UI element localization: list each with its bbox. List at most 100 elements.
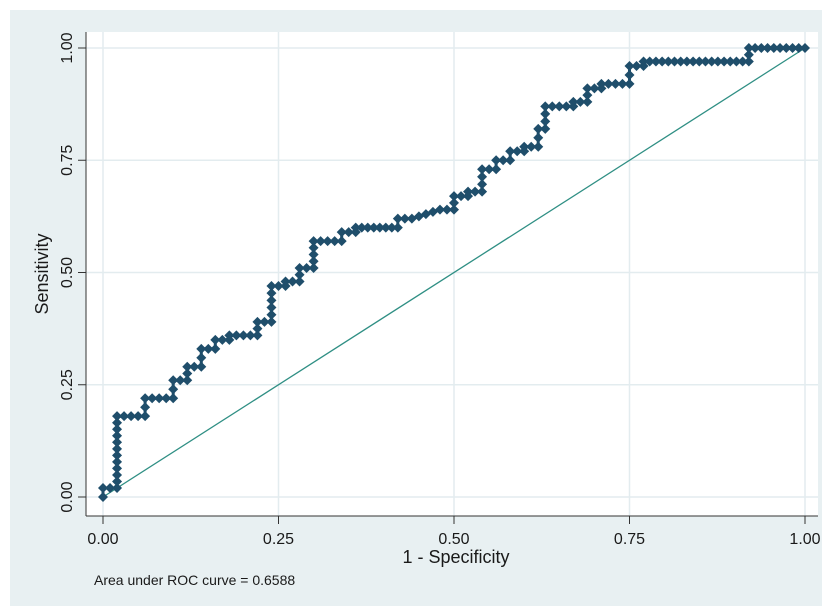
y-tick-label: 0.75: [59, 145, 76, 176]
roc-point: [793, 43, 804, 53]
roc-point: [781, 43, 792, 53]
roc-point: [336, 236, 347, 247]
axes: [78, 32, 818, 524]
auc-note: Area under ROC curve = 0.6588: [94, 572, 295, 588]
roc-point: [675, 56, 686, 67]
y-tick-label: 1.00: [59, 32, 76, 63]
roc-point: [356, 222, 367, 233]
roc-point: [182, 368, 193, 379]
roc-point: [266, 280, 277, 291]
roc-point: [737, 56, 748, 67]
roc-point: [210, 343, 221, 354]
roc-point: [336, 227, 347, 238]
roc-point: [575, 96, 586, 107]
roc-point: [540, 123, 551, 134]
roc-point: [133, 411, 144, 422]
roc-point: [547, 101, 558, 112]
roc-point: [266, 316, 277, 327]
roc-point: [719, 56, 730, 67]
roc-point: [350, 222, 361, 233]
roc-point: [259, 316, 270, 327]
roc-point: [624, 78, 635, 89]
roc-point: [301, 263, 312, 274]
roc-point: [168, 384, 179, 395]
y-tick-label: 0.50: [59, 257, 76, 288]
roc-point: [308, 263, 319, 274]
reference-line-layer: [102, 47, 806, 498]
roc-point: [252, 330, 263, 341]
roc-point: [775, 43, 786, 53]
roc-point: [762, 43, 773, 53]
roc-point: [700, 56, 711, 67]
roc-point: [449, 197, 459, 208]
roc-point: [368, 222, 379, 233]
roc-point: [743, 56, 754, 67]
roc-point: [688, 56, 699, 67]
tick-labels: 0.00 0.25 0.50 0.75 1.00 0.00 0.25 0.50 0.75 1.00: [59, 32, 821, 548]
roc-point: [362, 222, 373, 233]
roc-point: [147, 393, 158, 404]
roc-point: [631, 60, 642, 71]
roc-point: [238, 330, 249, 341]
roc-point: [624, 60, 635, 71]
roc-point: [399, 213, 410, 224]
roc-point: [140, 411, 151, 422]
roc-point: [294, 276, 305, 287]
roc-point: [561, 101, 572, 112]
reference-line: [102, 47, 806, 498]
roc-point: [731, 56, 742, 67]
roc-point: [329, 236, 340, 247]
roc-point: [533, 141, 544, 152]
roc-point: [463, 186, 474, 197]
roc-point: [712, 56, 723, 67]
roc-point: [168, 393, 179, 404]
roc-point: [477, 164, 488, 175]
roc-point: [161, 393, 172, 404]
roc-point: [498, 155, 509, 166]
roc-point: [519, 141, 530, 152]
roc-point: [112, 411, 123, 422]
roc-point: [126, 411, 137, 422]
roc-point: [119, 411, 130, 422]
roc-point: [449, 204, 459, 215]
roc-point: [787, 43, 798, 53]
y-axis-label: Sensitivity: [32, 233, 52, 314]
roc-point: [112, 450, 123, 461]
roc-point: [112, 476, 123, 487]
roc-point: [449, 191, 459, 202]
x-tick-label: 0.25: [263, 531, 294, 548]
roc-point: [112, 417, 123, 428]
roc-point: [392, 213, 403, 224]
grid: [86, 32, 818, 516]
roc-point: [294, 269, 305, 280]
y-tick-label: 0.25: [59, 369, 76, 400]
roc-point: [98, 483, 108, 494]
roc-point: [196, 352, 207, 363]
roc-point: [540, 116, 551, 127]
roc-point: [343, 227, 354, 238]
roc-point: [603, 78, 614, 89]
roc-point: [294, 263, 305, 274]
roc-point: [210, 334, 221, 345]
roc-point: [224, 330, 235, 341]
roc-point: [112, 483, 123, 494]
x-tick-label: 1.00: [789, 531, 820, 548]
roc-point: [380, 222, 391, 233]
roc-point: [434, 204, 445, 215]
roc-point: [266, 302, 277, 313]
roc-point: [477, 179, 488, 190]
roc-point: [308, 242, 319, 253]
roc-point: [663, 56, 674, 67]
roc-point: [231, 330, 242, 341]
roc-point: [582, 90, 593, 101]
roc-point: [112, 469, 123, 480]
roc-point: [706, 56, 717, 67]
roc-point: [140, 393, 151, 404]
roc-point: [112, 424, 123, 435]
roc-point: [589, 83, 600, 94]
roc-point: [540, 101, 551, 112]
roc-point: [800, 43, 810, 53]
roc-point: [533, 123, 544, 134]
roc-point: [533, 132, 544, 143]
roc-point: [470, 186, 481, 197]
